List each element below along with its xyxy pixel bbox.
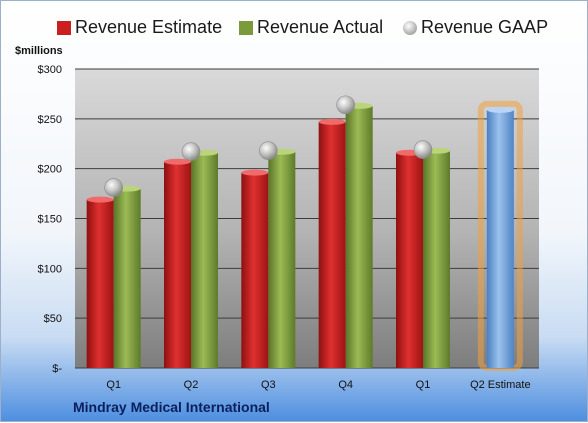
bar-top-estimate [86, 196, 114, 203]
bar-top-estimate [164, 158, 191, 165]
x-tick-label: Q3 [261, 379, 276, 391]
x-tick-label: Q1 [106, 379, 121, 391]
bar-revenue-actual [423, 150, 450, 368]
bar-top-estimate [241, 169, 269, 176]
marker-revenue-gaap [336, 95, 355, 115]
y-tick-label: $100 [38, 263, 62, 275]
x-tick-label: Q4 [338, 379, 353, 391]
y-tick-label: $150 [38, 214, 62, 226]
bar-revenue-actual [191, 152, 218, 368]
bar-revenue-estimate [318, 121, 346, 368]
legend-swatch-gaap [403, 21, 417, 35]
y-tick-label: $200 [38, 164, 62, 176]
bar-revenue-forecast [486, 109, 514, 368]
legend: Revenue Estimate Revenue Actual Revenue … [1, 15, 588, 41]
bar-revenue-estimate [396, 152, 423, 368]
marker-revenue-gaap [413, 140, 433, 160]
y-tick-label: $300 [38, 64, 62, 76]
company-name: Mindray Medical International [73, 399, 270, 415]
bar-top-forecast [486, 106, 514, 113]
y-tick-label: $250 [38, 114, 62, 126]
x-tick-label: Q1 [416, 379, 431, 391]
y-tick-label: $50 [44, 313, 62, 325]
x-tick-label: Q2 Estimate [470, 379, 531, 391]
x-tick-label: Q2 [184, 379, 199, 391]
y-tick-label: $- [52, 363, 62, 375]
marker-revenue-gaap [181, 142, 201, 162]
marker-revenue-gaap [104, 178, 123, 197]
bar-revenue-estimate [164, 161, 191, 368]
bar-revenue-actual [345, 105, 373, 369]
marker-revenue-gaap [259, 141, 278, 161]
bar-top-estimate [318, 118, 346, 125]
legend-swatch-actual [239, 21, 253, 35]
y-axis-unit-label: $millions [15, 45, 63, 57]
bar-revenue-actual [268, 151, 296, 368]
bar-revenue-estimate [86, 199, 114, 368]
bar-revenue-estimate [241, 172, 269, 368]
bar-revenue-actual [113, 188, 141, 368]
legend-label-gaap: Revenue GAAP [421, 17, 549, 37]
legend-label-estimate: Revenue Estimate [75, 17, 223, 37]
legend-label-actual: Revenue Actual [257, 17, 384, 37]
legend-swatch-estimate [57, 21, 71, 35]
